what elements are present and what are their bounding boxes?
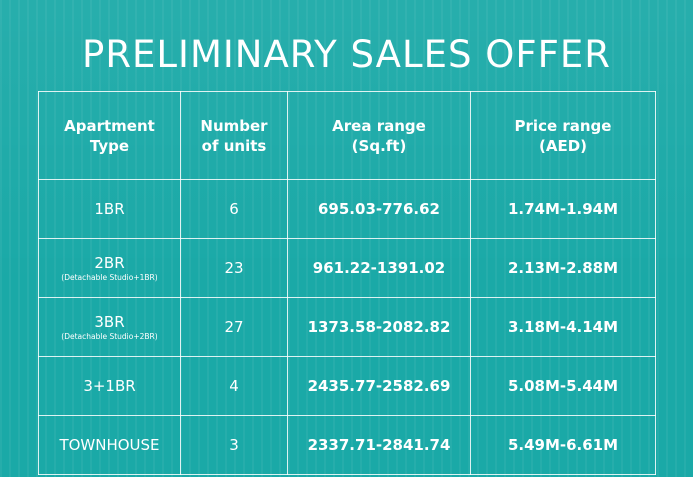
price-cell: 5.49M-6.61M <box>470 415 656 475</box>
table-row: 3+1BR 4 2435.77-2582.69 5.08M-5.44M <box>38 356 656 416</box>
units-cell: 23 <box>180 238 288 298</box>
units-cell: 3 <box>180 415 288 475</box>
table-row: 3BR (Detachable Studio+2BR) 27 1373.58-2… <box>38 297 656 357</box>
area-cell: 1373.58-2082.82 <box>287 297 471 357</box>
apartment-type-cell: 3BR (Detachable Studio+2BR) <box>38 297 181 357</box>
apartment-type-note: (Detachable Studio+2BR) <box>61 331 158 341</box>
apartment-type-cell: TOWNHOUSE <box>38 415 181 475</box>
area-cell: 2435.77-2582.69 <box>287 356 471 416</box>
page-title: PRELIMINARY SALES OFFER <box>82 32 611 76</box>
price-cell: 3.18M-4.14M <box>470 297 656 357</box>
header-apartment-type: Apartment Type <box>38 91 181 180</box>
header-line: Price range <box>514 116 612 135</box>
header-line: Apartment <box>64 116 155 135</box>
price-cell: 1.74M-1.94M <box>470 179 656 239</box>
area-cell: 961.22-1391.02 <box>287 238 471 298</box>
table-row: 2BR (Detachable Studio+1BR) 23 961.22-13… <box>38 238 656 298</box>
header-line: Type <box>89 136 130 155</box>
units-cell: 6 <box>180 179 288 239</box>
table-header-row: Apartment Type Number of units Area rang… <box>38 91 656 180</box>
apartment-type: 1BR <box>94 200 125 218</box>
apartment-type: 3BR <box>94 312 125 331</box>
table-row: TOWNHOUSE 3 2337.71-2841.74 5.49M-6.61M <box>38 415 656 475</box>
header-line: (Sq.ft) <box>351 136 407 155</box>
sales-offer-table: Apartment Type Number of units Area rang… <box>38 91 656 475</box>
header-line: Number <box>200 116 268 135</box>
apartment-type-cell: 3+1BR <box>38 356 181 416</box>
apartment-type: 3+1BR <box>83 377 136 395</box>
area-cell: 2337.71-2841.74 <box>287 415 471 475</box>
units-cell: 27 <box>180 297 288 357</box>
header-line: of units <box>201 136 267 155</box>
header-number-of-units: Number of units <box>180 91 288 180</box>
apartment-type: TOWNHOUSE <box>59 436 160 454</box>
apartment-type: 2BR <box>94 253 125 272</box>
header-line: Area range <box>332 116 426 135</box>
apartment-type-cell: 2BR (Detachable Studio+1BR) <box>38 238 181 298</box>
header-area-range: Area range (Sq.ft) <box>287 91 471 180</box>
header-line: (AED) <box>538 136 588 155</box>
price-cell: 5.08M-5.44M <box>470 356 656 416</box>
table-row: 1BR 6 695.03-776.62 1.74M-1.94M <box>38 179 656 239</box>
area-cell: 695.03-776.62 <box>287 179 471 239</box>
price-cell: 2.13M-2.88M <box>470 238 656 298</box>
units-cell: 4 <box>180 356 288 416</box>
apartment-type-cell: 1BR <box>38 179 181 239</box>
header-price-range: Price range (AED) <box>470 91 656 180</box>
apartment-type-note: (Detachable Studio+1BR) <box>61 272 158 282</box>
